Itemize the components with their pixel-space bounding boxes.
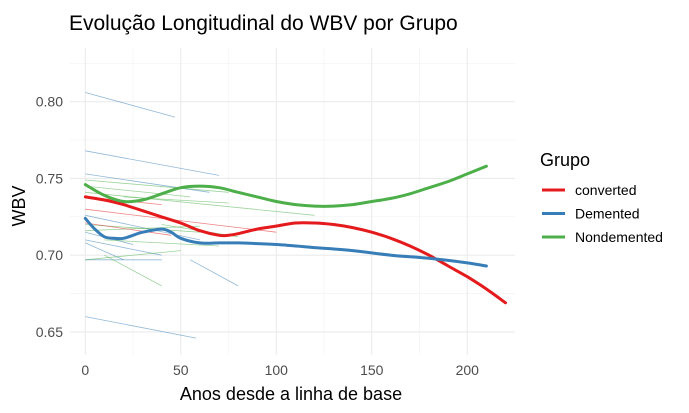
trajectory-line <box>85 173 210 193</box>
y-tick-label: 0.70 <box>36 247 63 263</box>
trajectory-line <box>85 250 181 261</box>
x-tick-label: 200 <box>456 362 480 378</box>
x-tick-label: 0 <box>81 362 89 378</box>
legend-label-demented: Demented <box>575 206 640 222</box>
trajectory-line <box>85 316 197 339</box>
trajectory-line <box>85 185 191 198</box>
series-line-nondemented <box>83 164 488 208</box>
x-tick-label: 100 <box>265 362 289 378</box>
y-tick-labels: 0.65 0.70 0.75 0.80 <box>36 94 63 340</box>
y-axis-title: WBV <box>9 185 29 226</box>
trajectory-line <box>85 239 162 256</box>
trajectory-line <box>190 259 239 287</box>
legend: Grupo converted Demented Nondemented <box>540 150 663 245</box>
legend-title: Grupo <box>540 150 590 170</box>
trajectory-line <box>85 222 172 236</box>
plot-grid <box>70 48 515 355</box>
series-line-converted <box>83 195 507 305</box>
series-lines <box>83 164 507 305</box>
trajectory-line <box>85 191 315 216</box>
trajectory-line <box>85 150 220 176</box>
individual-trajectories <box>85 92 315 339</box>
series-line-demented <box>83 216 488 268</box>
trajectory-line <box>85 214 200 241</box>
x-tick-label: 50 <box>173 362 189 378</box>
y-tick-label: 0.75 <box>36 170 63 186</box>
trajectory-line <box>123 196 229 204</box>
legend-label-converted: converted <box>575 182 636 198</box>
x-axis-title: Anos desde a linha de base <box>180 384 402 404</box>
trajectory-line <box>104 239 220 247</box>
chart-title: Evolução Longitudinal do WBV por Grupo <box>69 12 458 35</box>
trajectory-line <box>85 225 200 232</box>
trajectory-line <box>104 254 162 287</box>
trajectory-line <box>85 242 124 261</box>
x-tick-label: 150 <box>360 362 384 378</box>
trajectory-line <box>85 92 176 118</box>
trajectory-line <box>85 208 277 233</box>
legend-label-nondemented: Nondemented <box>575 229 663 245</box>
trajectory-line <box>85 179 229 193</box>
y-tick-label: 0.80 <box>36 94 63 110</box>
y-tick-label: 0.65 <box>36 324 63 340</box>
x-tick-labels: 0 50 100 150 200 <box>81 362 479 378</box>
